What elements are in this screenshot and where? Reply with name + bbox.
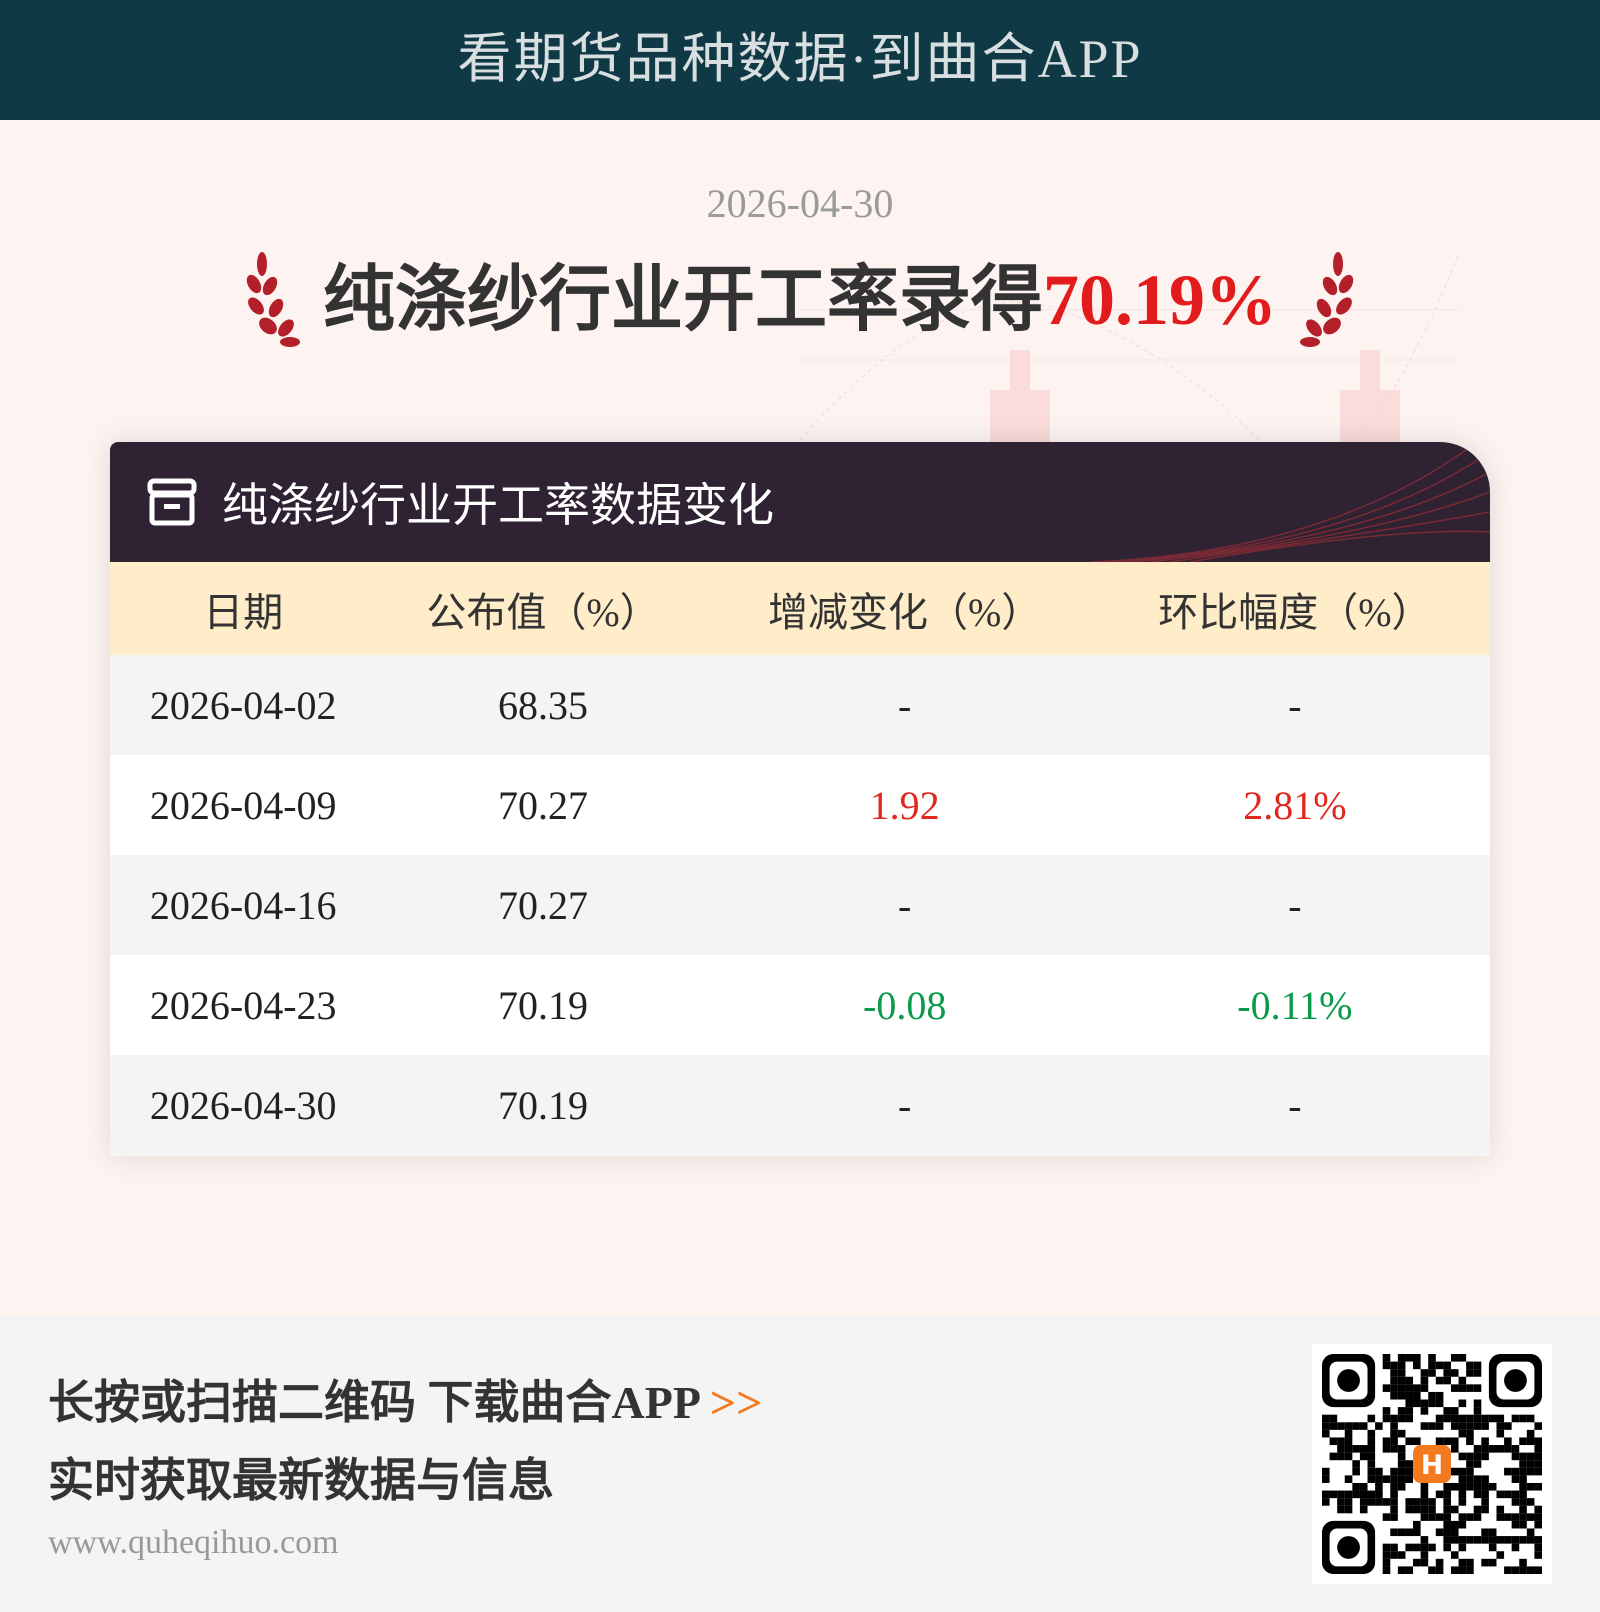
headline-text: 纯涤纱行业开工率录得 (322, 260, 1043, 340)
laurel-right-icon (1300, 252, 1354, 347)
column-header-value: 公布值（%） (376, 562, 710, 655)
table-row: 2026-04-02 68.35- - (110, 655, 1490, 755)
cell-value: 68.35 (376, 655, 710, 755)
cell-pct: 2.81% (1099, 755, 1490, 855)
cell-date: 2026-04-09 (110, 755, 377, 855)
cell-value: 70.19 (376, 955, 710, 1055)
column-header-date: 日期 (110, 562, 377, 655)
headline-value: 70.19% (1043, 260, 1277, 340)
cell-value: 70.19 (376, 1055, 710, 1155)
data-table: 日期 公布值（%） 增减变化（%） 环比幅度（%） 2026-04-02 68.3… (110, 562, 1490, 1155)
laurel-left-icon (246, 252, 300, 347)
footer-cta: 长按或扫描二维码 下载曲合APP >> (48, 1366, 762, 1432)
footer-line2: 实时获取最新数据与信息 (48, 1455, 554, 1506)
website-link[interactable]: www.quheqihuo.com (48, 1524, 339, 1561)
cell-pct: - (1099, 855, 1490, 955)
headline: 纯涤纱行业开工率录得70.19% (0, 255, 1600, 345)
table-row: 2026-04-09 70.27 1.92 2.81% (110, 755, 1490, 855)
cell-change: -0.08 (709, 955, 1100, 1055)
archive-box-icon (147, 478, 197, 526)
cell-change: - (709, 1055, 1100, 1155)
cell-change: - (709, 655, 1100, 755)
background-chart-decoration (800, 250, 1460, 450)
table-row: 2026-04-23 70.19 -0.08 -0.11% (110, 955, 1490, 1055)
card-title: 纯涤纱行业开工率数据变化 (222, 480, 774, 531)
column-header-pct: 环比幅度（%） (1099, 562, 1490, 655)
cell-date: 2026-04-02 (110, 655, 377, 755)
footer-line1: 长按或扫描二维码 下载曲合APP (48, 1377, 699, 1428)
column-header-change: 增减变化（%） (709, 562, 1100, 655)
table-row: 2026-04-16 70.27- - (110, 855, 1490, 955)
svg-text:H: H (1421, 1450, 1443, 1481)
cell-pct: -0.11% (1099, 955, 1490, 1055)
cell-date: 2026-04-23 (110, 955, 377, 1055)
qr-code-image: H (1322, 1354, 1542, 1574)
data-card: 纯涤纱行业开工率数据变化 日期 公布值（%） 增减变化（%） 环比幅度（%） 2… (110, 442, 1490, 1156)
table-row: 2026-04-30 70.19- - (110, 1055, 1490, 1155)
cell-value: 70.27 (376, 855, 710, 955)
qr-code[interactable]: H (1312, 1344, 1552, 1584)
cell-pct: - (1099, 1055, 1490, 1155)
table-header-row: 日期 公布值（%） 增减变化（%） 环比幅度（%） (110, 562, 1490, 655)
footer-arrow: >> (709, 1377, 763, 1428)
card-header: 纯涤纱行业开工率数据变化 (110, 442, 1490, 562)
decorative-lines (1090, 442, 1490, 562)
cell-date: 2026-04-30 (110, 1055, 377, 1155)
report-date: 2026-04-30 (706, 181, 894, 226)
footer: 长按或扫描二维码 下载曲合APP >> 实时获取最新数据与信息 www.quhe… (0, 1316, 1600, 1612)
cell-change: - (709, 855, 1100, 955)
cell-date: 2026-04-16 (110, 855, 377, 955)
cell-change: 1.92 (709, 755, 1100, 855)
cell-pct: - (1099, 655, 1490, 755)
top-banner: 看期货品种数据·到曲合APP (0, 0, 1600, 120)
cell-value: 70.27 (376, 755, 710, 855)
